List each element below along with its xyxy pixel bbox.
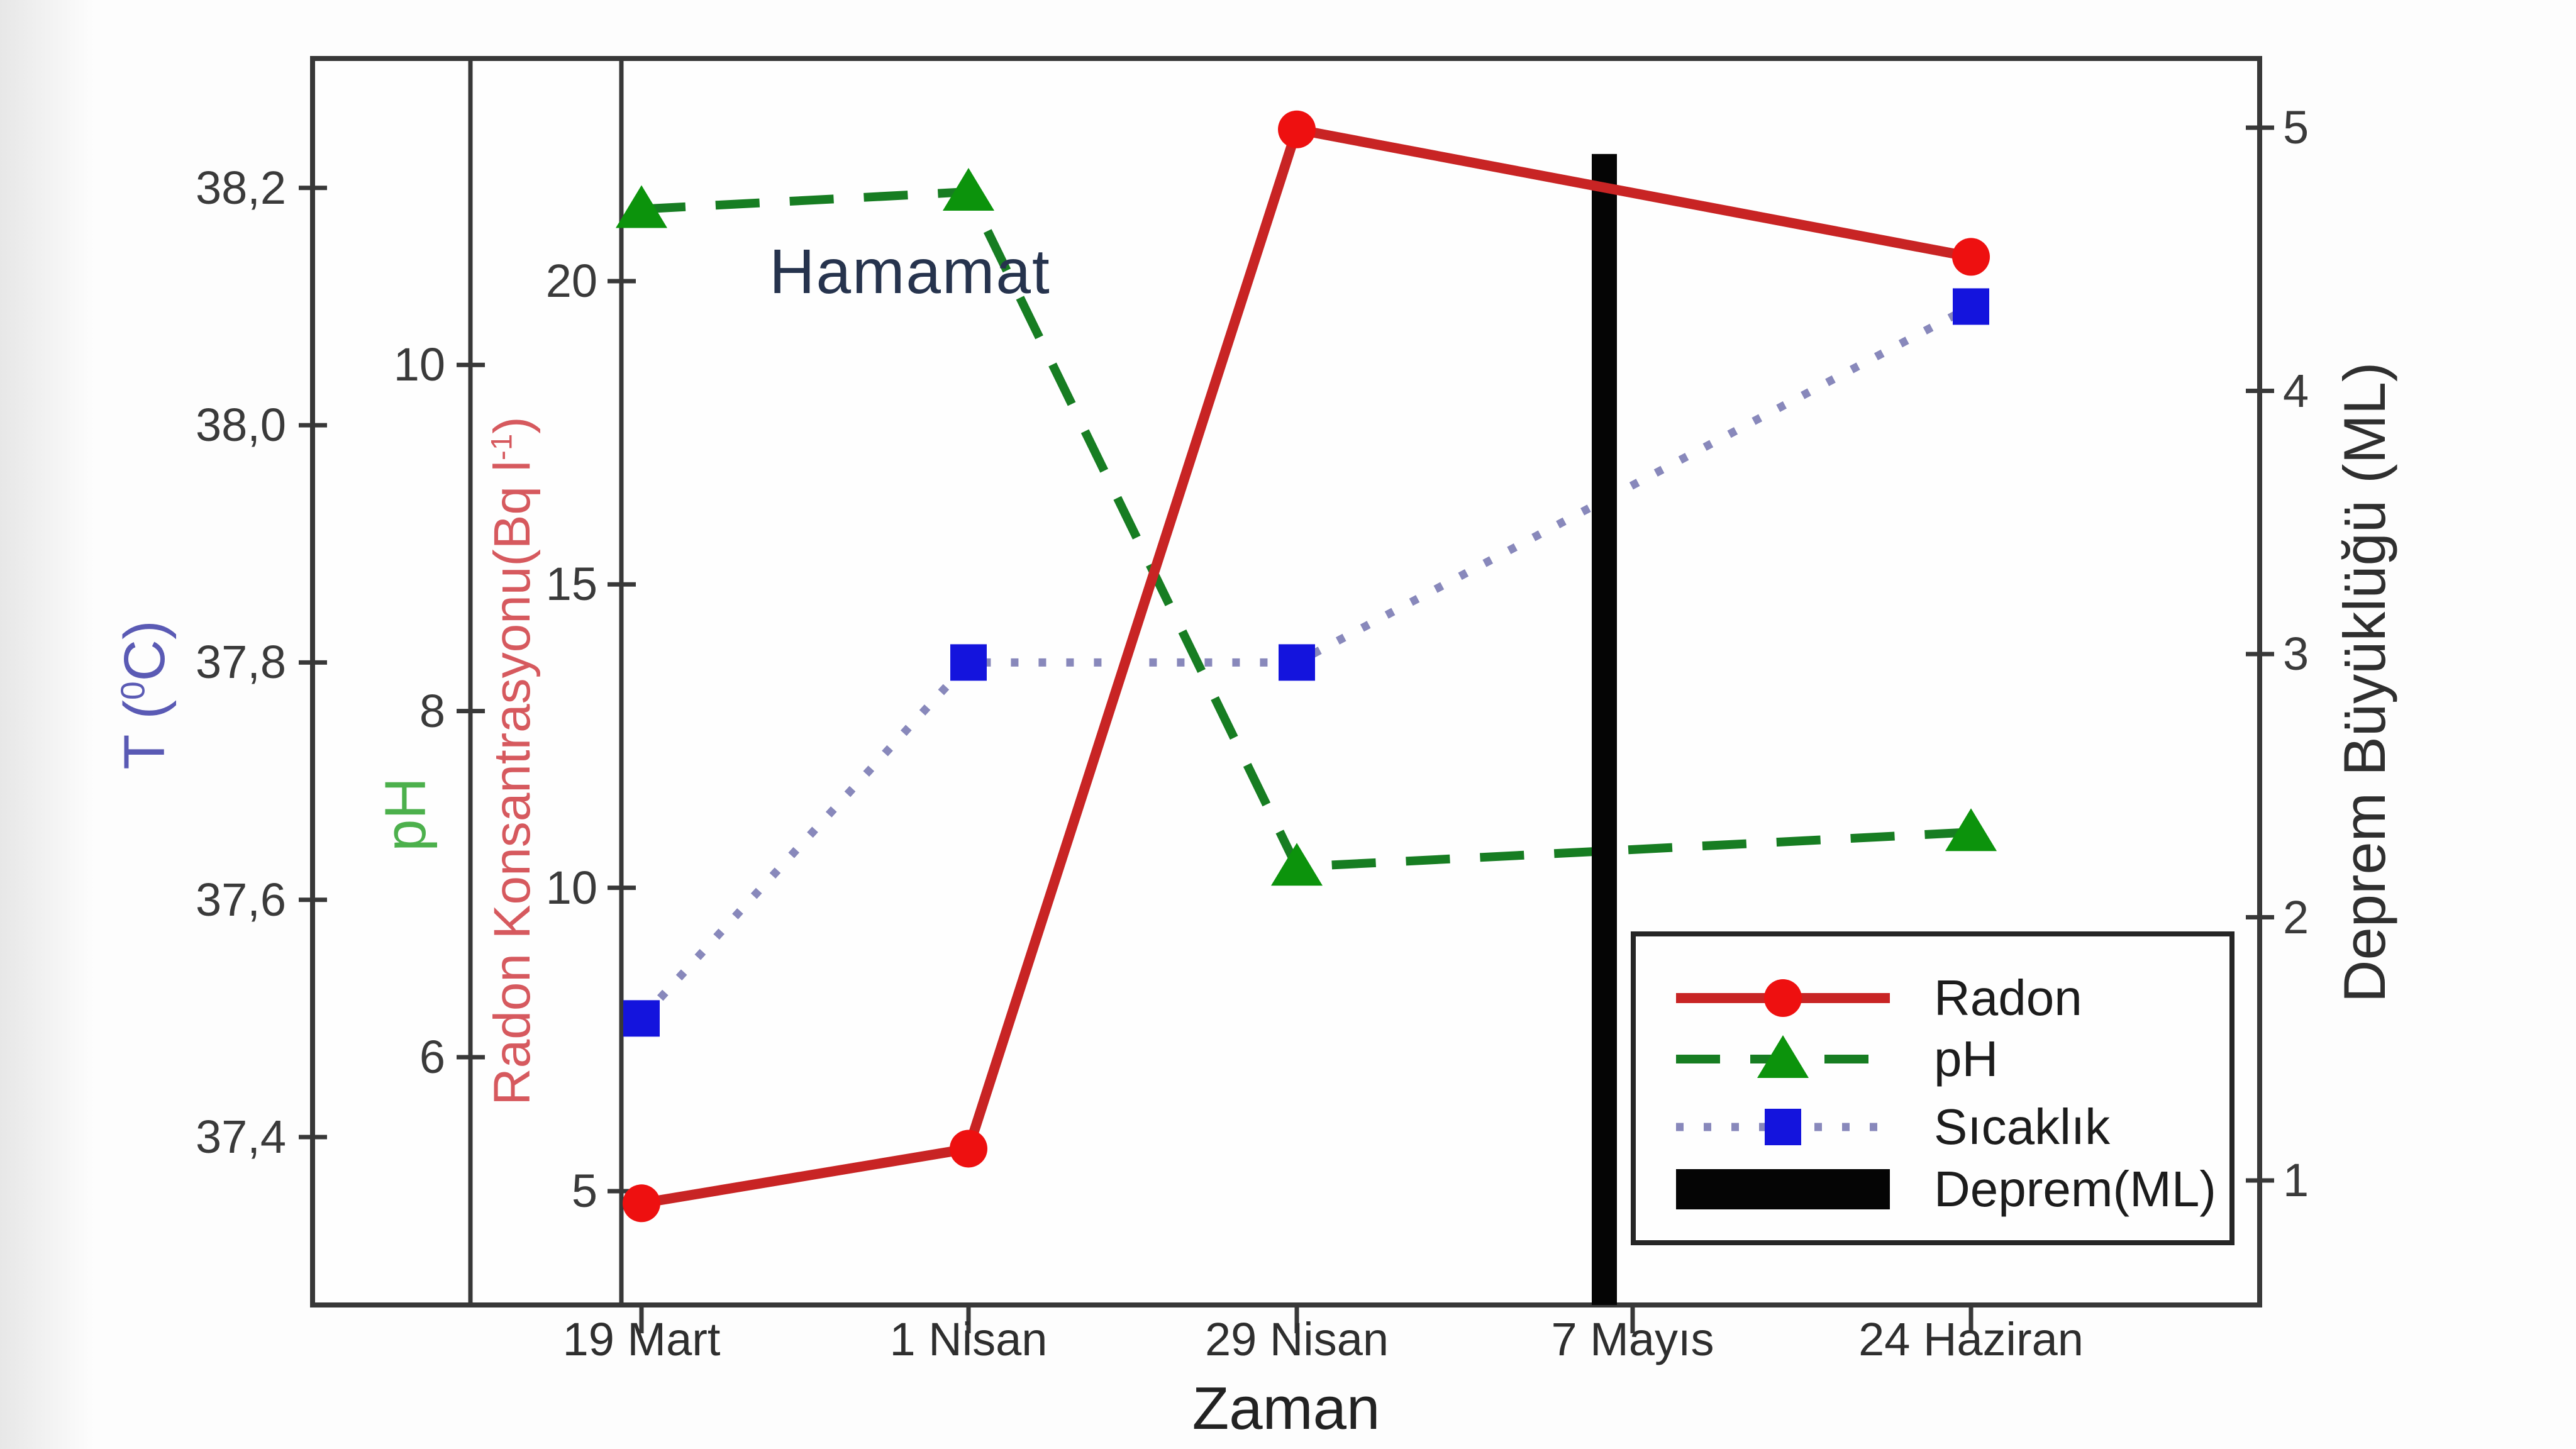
x-tick-label: 29 Nisan	[1204, 1313, 1389, 1365]
sıcaklık-line	[638, 303, 1974, 1021]
magnitude-tick-label: 3	[2283, 628, 2309, 680]
radon-axis-label-suffix: )	[484, 416, 541, 434]
ph-marker	[943, 168, 994, 211]
radon-marker	[1278, 110, 1316, 148]
legend-item-ph: pH	[1934, 1031, 1999, 1087]
ph-tick-label: 6	[419, 1031, 445, 1083]
deprem-legend-swatch	[1676, 1169, 1890, 1209]
temperature-axis-label-prefix: T (	[113, 700, 177, 770]
radon-tick-label: 20	[545, 254, 597, 307]
sıcaklık-marker	[623, 1000, 660, 1037]
x-tick-label: 7 Mayıs	[1551, 1313, 1714, 1365]
plot-frame	[310, 56, 2262, 1307]
radon-marker	[1952, 238, 1990, 276]
magnitude-tick-label: 2	[2283, 891, 2309, 943]
radon-tick-label: 10	[545, 861, 597, 914]
ph-line	[641, 187, 1972, 872]
ph-tick-label: 8	[419, 684, 445, 737]
temperature-tick-label: 37,6	[195, 873, 286, 926]
radon-axis-label-superscript: -1	[485, 433, 519, 460]
magnitude-axis-label: Deprem Büyüklüğü (ML)	[2331, 362, 2397, 1003]
temperature-tick-label: 38,2	[195, 161, 286, 214]
temperature-tick-label: 37,8	[195, 636, 286, 689]
deprem-bar	[1592, 153, 1617, 1306]
ph-axis-label: pH	[374, 777, 438, 852]
sıcaklık-marker	[950, 644, 987, 681]
ph-marker	[1945, 808, 1997, 852]
radon-line	[640, 123, 1972, 1209]
x-tick-label: 24 Haziran	[1858, 1313, 2084, 1365]
ph-tick-label: 10	[393, 338, 445, 391]
magnitude-tick-label: 5	[2283, 101, 2309, 153]
radon-marker	[950, 1130, 987, 1168]
magnitude-tick-label: 4	[2283, 364, 2309, 417]
temperature-tick-label: 37,4	[195, 1111, 286, 1163]
x-tick-label: 19 Mart	[562, 1313, 721, 1365]
radon-axis-label: Radon Konsantrasyonu(Bq l-1)	[484, 416, 541, 1106]
ph-legend-marker	[1757, 1035, 1809, 1078]
legend-item-sicaklik: Sıcaklık	[1934, 1099, 2111, 1155]
temperature-axis-label-suffix: C)	[113, 620, 177, 682]
sıcaklık-legend-marker	[1765, 1109, 1801, 1145]
temperature-tick-label: 38,0	[195, 399, 286, 452]
magnitude-tick-label: 1	[2283, 1154, 2309, 1206]
x-tick-label: 1 Nisan	[889, 1313, 1048, 1365]
chart-title: Hamamat	[769, 236, 1051, 307]
ph-marker	[1271, 843, 1323, 886]
ph-marker	[616, 185, 667, 228]
radon-legend-marker	[1764, 979, 1802, 1017]
temperature-axis-label: T (0C)	[113, 620, 177, 770]
radon-tick-label: 5	[571, 1165, 597, 1217]
legend	[1631, 931, 2235, 1245]
radon-marker	[623, 1184, 660, 1223]
radon-axis-label-prefix: Radon Konsantrasyonu(Bq l	[484, 460, 541, 1106]
legend-item-radon: Radon	[1934, 970, 2082, 1026]
x-axis-label: Zaman	[1192, 1375, 1380, 1442]
sıcaklık-marker	[1953, 288, 1989, 325]
sıcaklık-marker	[1279, 644, 1315, 681]
legend-item-deprem: Deprem(ML)	[1934, 1161, 2216, 1217]
radon-tick-label: 15	[545, 558, 597, 611]
temperature-axis-label-superscript: 0	[114, 681, 152, 701]
